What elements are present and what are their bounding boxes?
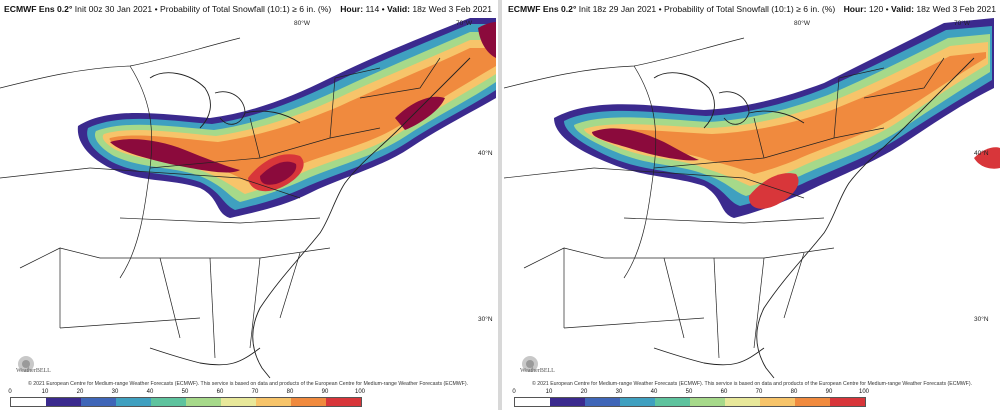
- colorbar-swatch: [760, 398, 795, 406]
- panel-divider: [498, 0, 502, 410]
- colorbar-swatch: [326, 398, 361, 406]
- colorbar-tick-label: 100: [858, 389, 870, 395]
- logo-text: WeatherBELL: [16, 368, 51, 374]
- snowfall-probability-map: [0, 18, 496, 390]
- state-borders: [504, 37, 945, 359]
- panel-header: ECMWF Ens 0.2° Init 18z 29 Jan 2021 • Pr…: [504, 0, 1000, 18]
- colorbar-swatch: [256, 398, 291, 406]
- colorbar-swatch: [116, 398, 151, 406]
- colorbar-tick-label: 80: [790, 389, 798, 395]
- separator: •: [381, 4, 385, 14]
- colorbar-swatch: [620, 398, 655, 406]
- map-panel-left: ECMWF Ens 0.2° Init 00z 30 Jan 2021 • Pr…: [0, 0, 496, 410]
- hour-label: Hour:: [843, 4, 867, 14]
- colorbar-swatch: [11, 398, 46, 406]
- latitude-label: 30°N: [974, 316, 989, 323]
- colorbar-tick-label: 70: [251, 389, 259, 395]
- colorbar-tick-label: 10: [545, 389, 553, 395]
- colorbar-tick-label: 30: [111, 389, 119, 395]
- coastline: [653, 57, 975, 379]
- product-name: Probability of Total Snowfall (10:1) ≥ 6…: [159, 4, 332, 14]
- product-name: Probability of Total Snowfall (10:1) ≥ 6…: [663, 4, 836, 14]
- colorbar-tick-label: 50: [181, 389, 189, 395]
- logo-text: WeatherBELL: [520, 368, 555, 374]
- weatherbell-logo-icon: [522, 356, 538, 372]
- colorbar-swatch: [221, 398, 256, 406]
- longitude-label: 70°W: [456, 20, 472, 27]
- colorbar-tick-label: 90: [825, 389, 833, 395]
- copyright-notice: © 2021 European Centre for Medium-range …: [531, 381, 973, 387]
- colorbar-tick-label: 100: [354, 389, 366, 395]
- snowfall-probability-map: [504, 18, 1000, 390]
- longitude-label: 80°W: [294, 20, 310, 27]
- init-time: Init 18z 29 Jan 2021: [578, 4, 657, 14]
- longitude-label: 70°W: [954, 20, 970, 27]
- colorbar-swatch: [515, 398, 550, 406]
- colorbar-tick-label: 70: [755, 389, 763, 395]
- snow-probability-shading: [77, 18, 496, 218]
- colorbar-swatch: [186, 398, 221, 406]
- colorbar-tick-label: 10: [41, 389, 49, 395]
- hour-label: Hour:: [340, 4, 364, 14]
- valid-time: 18z Wed 3 Feb 2021: [412, 4, 492, 14]
- colorbar: [514, 397, 866, 407]
- snow-probability-shading: [554, 18, 1000, 218]
- longitude-label: 80°W: [794, 20, 810, 27]
- init-time: Init 00z 30 Jan 2021: [74, 4, 153, 14]
- latitude-label: 40°N: [478, 150, 493, 157]
- weatherbell-logo-icon: [18, 356, 34, 372]
- colorbar-tick-label: 40: [650, 389, 658, 395]
- separator: •: [885, 4, 889, 14]
- separator: •: [658, 4, 662, 14]
- valid-time: 18z Wed 3 Feb 2021: [916, 4, 996, 14]
- colorbar-tick-label: 0: [8, 389, 12, 395]
- latitude-label: 40°N: [974, 150, 989, 157]
- valid-label: Valid:: [891, 4, 914, 14]
- colorbar-swatch: [550, 398, 585, 406]
- panel-header: ECMWF Ens 0.2° Init 00z 30 Jan 2021 • Pr…: [0, 0, 496, 18]
- colorbar-tick-label: 20: [76, 389, 84, 395]
- colorbar-tick-label: 80: [286, 389, 294, 395]
- colorbar-ticks: 0 10 20 30 40 50 60 70 80 90 100: [512, 389, 869, 397]
- colorbar-swatch: [655, 398, 690, 406]
- separator: •: [154, 4, 158, 14]
- colorbar-tick-label: 40: [146, 389, 154, 395]
- latitude-label: 30°N: [478, 316, 493, 323]
- valid-label: Valid:: [387, 4, 410, 14]
- colorbar-tick-label: 0: [512, 389, 516, 395]
- colorbar-tick-label: 30: [615, 389, 623, 395]
- colorbar-swatch: [291, 398, 326, 406]
- colorbar-tick-label: 90: [321, 389, 329, 395]
- coastline: [149, 57, 471, 379]
- colorbar-swatch: [795, 398, 830, 406]
- hour-value: 114: [365, 4, 380, 14]
- model-name: ECMWF Ens 0.2°: [4, 4, 73, 14]
- colorbar-swatch: [690, 398, 725, 406]
- colorbar-tick-label: 60: [720, 389, 728, 395]
- hour-value: 120: [868, 4, 884, 14]
- colorbar-tick-label: 60: [216, 389, 224, 395]
- copyright-notice: © 2021 European Centre for Medium-range …: [27, 381, 469, 387]
- map-panel-right: ECMWF Ens 0.2° Init 18z 29 Jan 2021 • Pr…: [504, 0, 1000, 410]
- colorbar-swatch: [585, 398, 620, 406]
- state-borders: [0, 37, 441, 359]
- colorbar: [10, 397, 362, 407]
- colorbar-swatch: [725, 398, 760, 406]
- colorbar-swatch: [81, 398, 116, 406]
- colorbar-ticks: 0 10 20 30 40 50 60 70 80 90 100: [8, 389, 365, 397]
- colorbar-swatch: [830, 398, 865, 406]
- model-name: ECMWF Ens 0.2°: [508, 4, 577, 14]
- colorbar-tick-label: 50: [685, 389, 693, 395]
- colorbar-swatch: [151, 398, 186, 406]
- colorbar-swatch: [46, 398, 81, 406]
- colorbar-tick-label: 20: [580, 389, 588, 395]
